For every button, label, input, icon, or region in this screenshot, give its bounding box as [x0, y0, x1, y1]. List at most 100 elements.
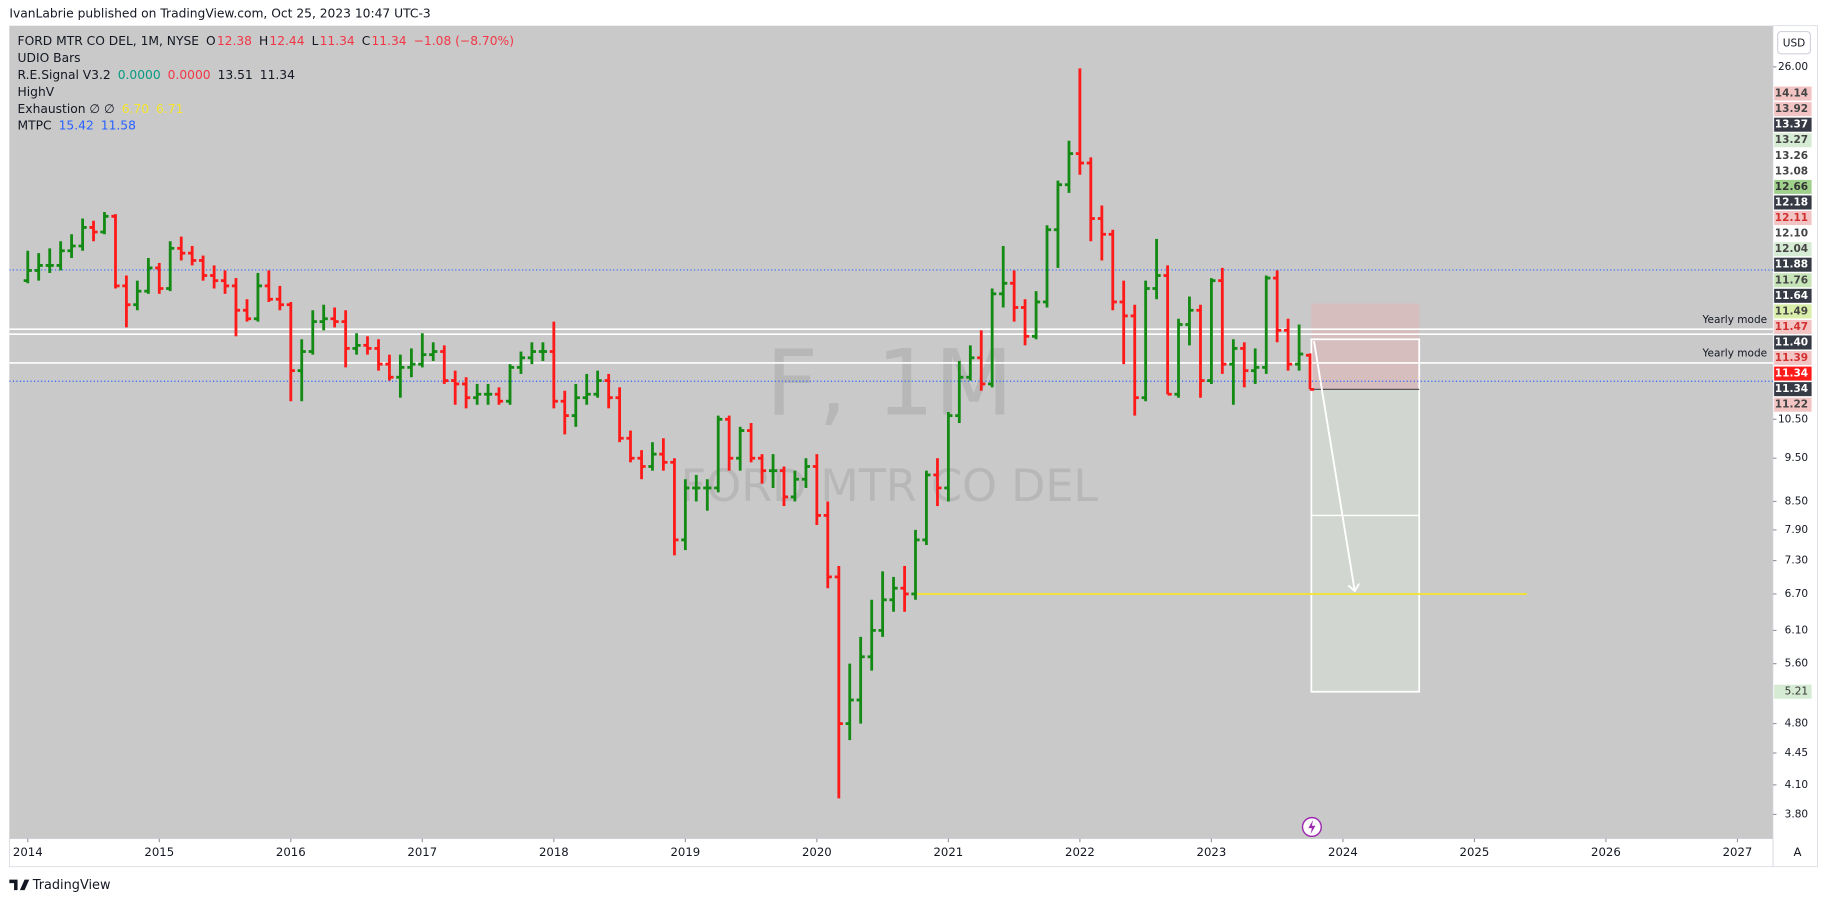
currency-label: USD — [1783, 37, 1805, 49]
legend-item: 13.51 — [218, 67, 253, 81]
price-badge-label: 13.26 — [1775, 150, 1808, 162]
price-badge — [1774, 288, 1812, 303]
legend-line: UDIO Bars — [18, 50, 81, 64]
y-tick-label: 10.50 — [1778, 413, 1808, 425]
price-badge — [1774, 273, 1812, 288]
x-tick-label: 2014 — [13, 845, 43, 859]
price-badge-label: 13.08 — [1775, 165, 1808, 177]
y-tick-label: 26.00 — [1778, 61, 1808, 73]
price-badge-label: 11.34 — [1775, 368, 1808, 380]
legend-item: 11.34 — [320, 33, 355, 47]
legend-item: H — [259, 33, 268, 47]
y-tick-label: 6.70 — [1785, 588, 1808, 600]
x-tick-label: 2021 — [933, 845, 963, 859]
watermark-symbol: F, 1M — [766, 329, 1013, 436]
y-tick-label: 6.10 — [1785, 624, 1808, 636]
legend-item: L — [312, 33, 319, 47]
x-tick-label: 2026 — [1591, 845, 1621, 859]
y-tick-label: 8.50 — [1785, 495, 1808, 507]
x-tick-label: 2015 — [144, 845, 174, 859]
price-badge — [1774, 86, 1812, 101]
yearly-mode-label: Yearly mode — [1702, 348, 1768, 360]
time-axis — [9, 838, 1774, 868]
price-badge — [1774, 179, 1812, 194]
price-badge-label: 12.04 — [1775, 243, 1808, 255]
price-badge-label: 11.40 — [1775, 336, 1808, 348]
price-badge-label: 11.39 — [1775, 352, 1808, 364]
price-badge-label: 11.64 — [1775, 290, 1808, 302]
price-badge — [1774, 257, 1812, 272]
plot — [9, 68, 1773, 799]
price-badge — [1774, 335, 1812, 350]
legend-item: 12.38 — [217, 33, 252, 47]
y-tick-label: 4.10 — [1785, 779, 1808, 791]
y-tick-label: 7.30 — [1785, 555, 1808, 567]
legend: FORD MTR CO DEL, 1M, NYSE O12.38 H12.44 L11… — [18, 33, 514, 132]
price-badge-label: 13.37 — [1775, 119, 1808, 131]
legend-item: FORD MTR CO DEL, 1M, NYSE — [18, 33, 199, 47]
price-badge-label: 12.10 — [1775, 228, 1808, 240]
published-note: IvanLabrie published on TradingView.com,… — [9, 7, 430, 21]
price-badge — [1774, 195, 1812, 210]
price-badge-label: 11.34 — [1775, 383, 1808, 395]
legend-item: Exhaustion ∅ ∅ — [18, 101, 115, 115]
price-badge — [1774, 242, 1812, 257]
price-badge-label: 11.76 — [1775, 274, 1808, 286]
legend-item: MTPC — [18, 118, 52, 132]
x-tick-label: 2024 — [1328, 845, 1358, 859]
price-badge-label: 11.47 — [1775, 321, 1808, 333]
price-badge — [1774, 164, 1812, 179]
price-badge-label: 12.66 — [1775, 181, 1808, 193]
legend-item: UDIO Bars — [18, 50, 81, 64]
target-zone — [1311, 389, 1420, 692]
price-badge — [1774, 117, 1812, 132]
price-badge — [1774, 304, 1812, 319]
price-badge — [1774, 319, 1812, 334]
legend-item: 15.42 — [59, 118, 94, 132]
y-tick-label: 4.45 — [1785, 747, 1808, 759]
x-tick-label: 2016 — [276, 845, 306, 859]
alert-bolt — [1308, 819, 1316, 834]
legend-line: Exhaustion ∅ ∅ 6.70 6.71 — [18, 101, 184, 115]
price-badge-label: 13.92 — [1775, 103, 1808, 115]
x-tick-label: 2022 — [1065, 845, 1095, 859]
yearly-mode-label: Yearly mode — [1702, 314, 1768, 326]
y-tick-label: 3.80 — [1785, 808, 1808, 820]
price-badge — [1774, 211, 1812, 226]
legend-item: C — [362, 33, 371, 47]
legend-item: 6.71 — [156, 101, 183, 115]
projection-arrow — [1313, 340, 1355, 591]
price-badge-label: 12.11 — [1775, 212, 1808, 224]
legend-line: MTPC 15.42 11.58 — [18, 118, 136, 132]
stop-zone — [1311, 303, 1420, 390]
price-badge-label: 11.88 — [1775, 259, 1808, 271]
price-badge — [1774, 366, 1812, 381]
brand-logo — [9, 879, 30, 891]
legend-item: 12.44 — [269, 33, 304, 47]
legend-item: −1.08 (−8.70%) — [414, 33, 514, 47]
legend-item: 11.34 — [371, 33, 406, 47]
legend-item: 0.0000 — [168, 67, 211, 81]
legend-item: 11.34 — [260, 67, 295, 81]
price-badge-label: 14.14 — [1775, 88, 1808, 100]
legend-line: HighV — [18, 84, 55, 98]
x-tick-label: 2027 — [1723, 845, 1753, 859]
price-badge — [1774, 397, 1812, 412]
currency-button[interactable] — [1777, 30, 1812, 55]
price-badge — [1774, 226, 1812, 241]
price-badge-label: 13.27 — [1775, 134, 1808, 146]
target-badge — [1774, 684, 1812, 699]
x-tick-label: 2023 — [1197, 845, 1227, 859]
legend-item: 6.70 — [122, 101, 149, 115]
scale-mode[interactable]: A — [1794, 845, 1802, 859]
brand-name: TradingView — [32, 878, 111, 893]
price-badge-label: 12.18 — [1775, 196, 1808, 208]
legend-line: FORD MTR CO DEL, 1M, NYSE O12.38 H12.44 L11… — [18, 33, 514, 47]
watermark-name: FORD MTR CO DEL — [681, 461, 1099, 512]
price-badge — [1774, 148, 1812, 163]
x-tick-label: 2017 — [407, 845, 437, 859]
x-tick-label: 2018 — [539, 845, 569, 859]
x-tick-label: 2020 — [802, 845, 832, 859]
